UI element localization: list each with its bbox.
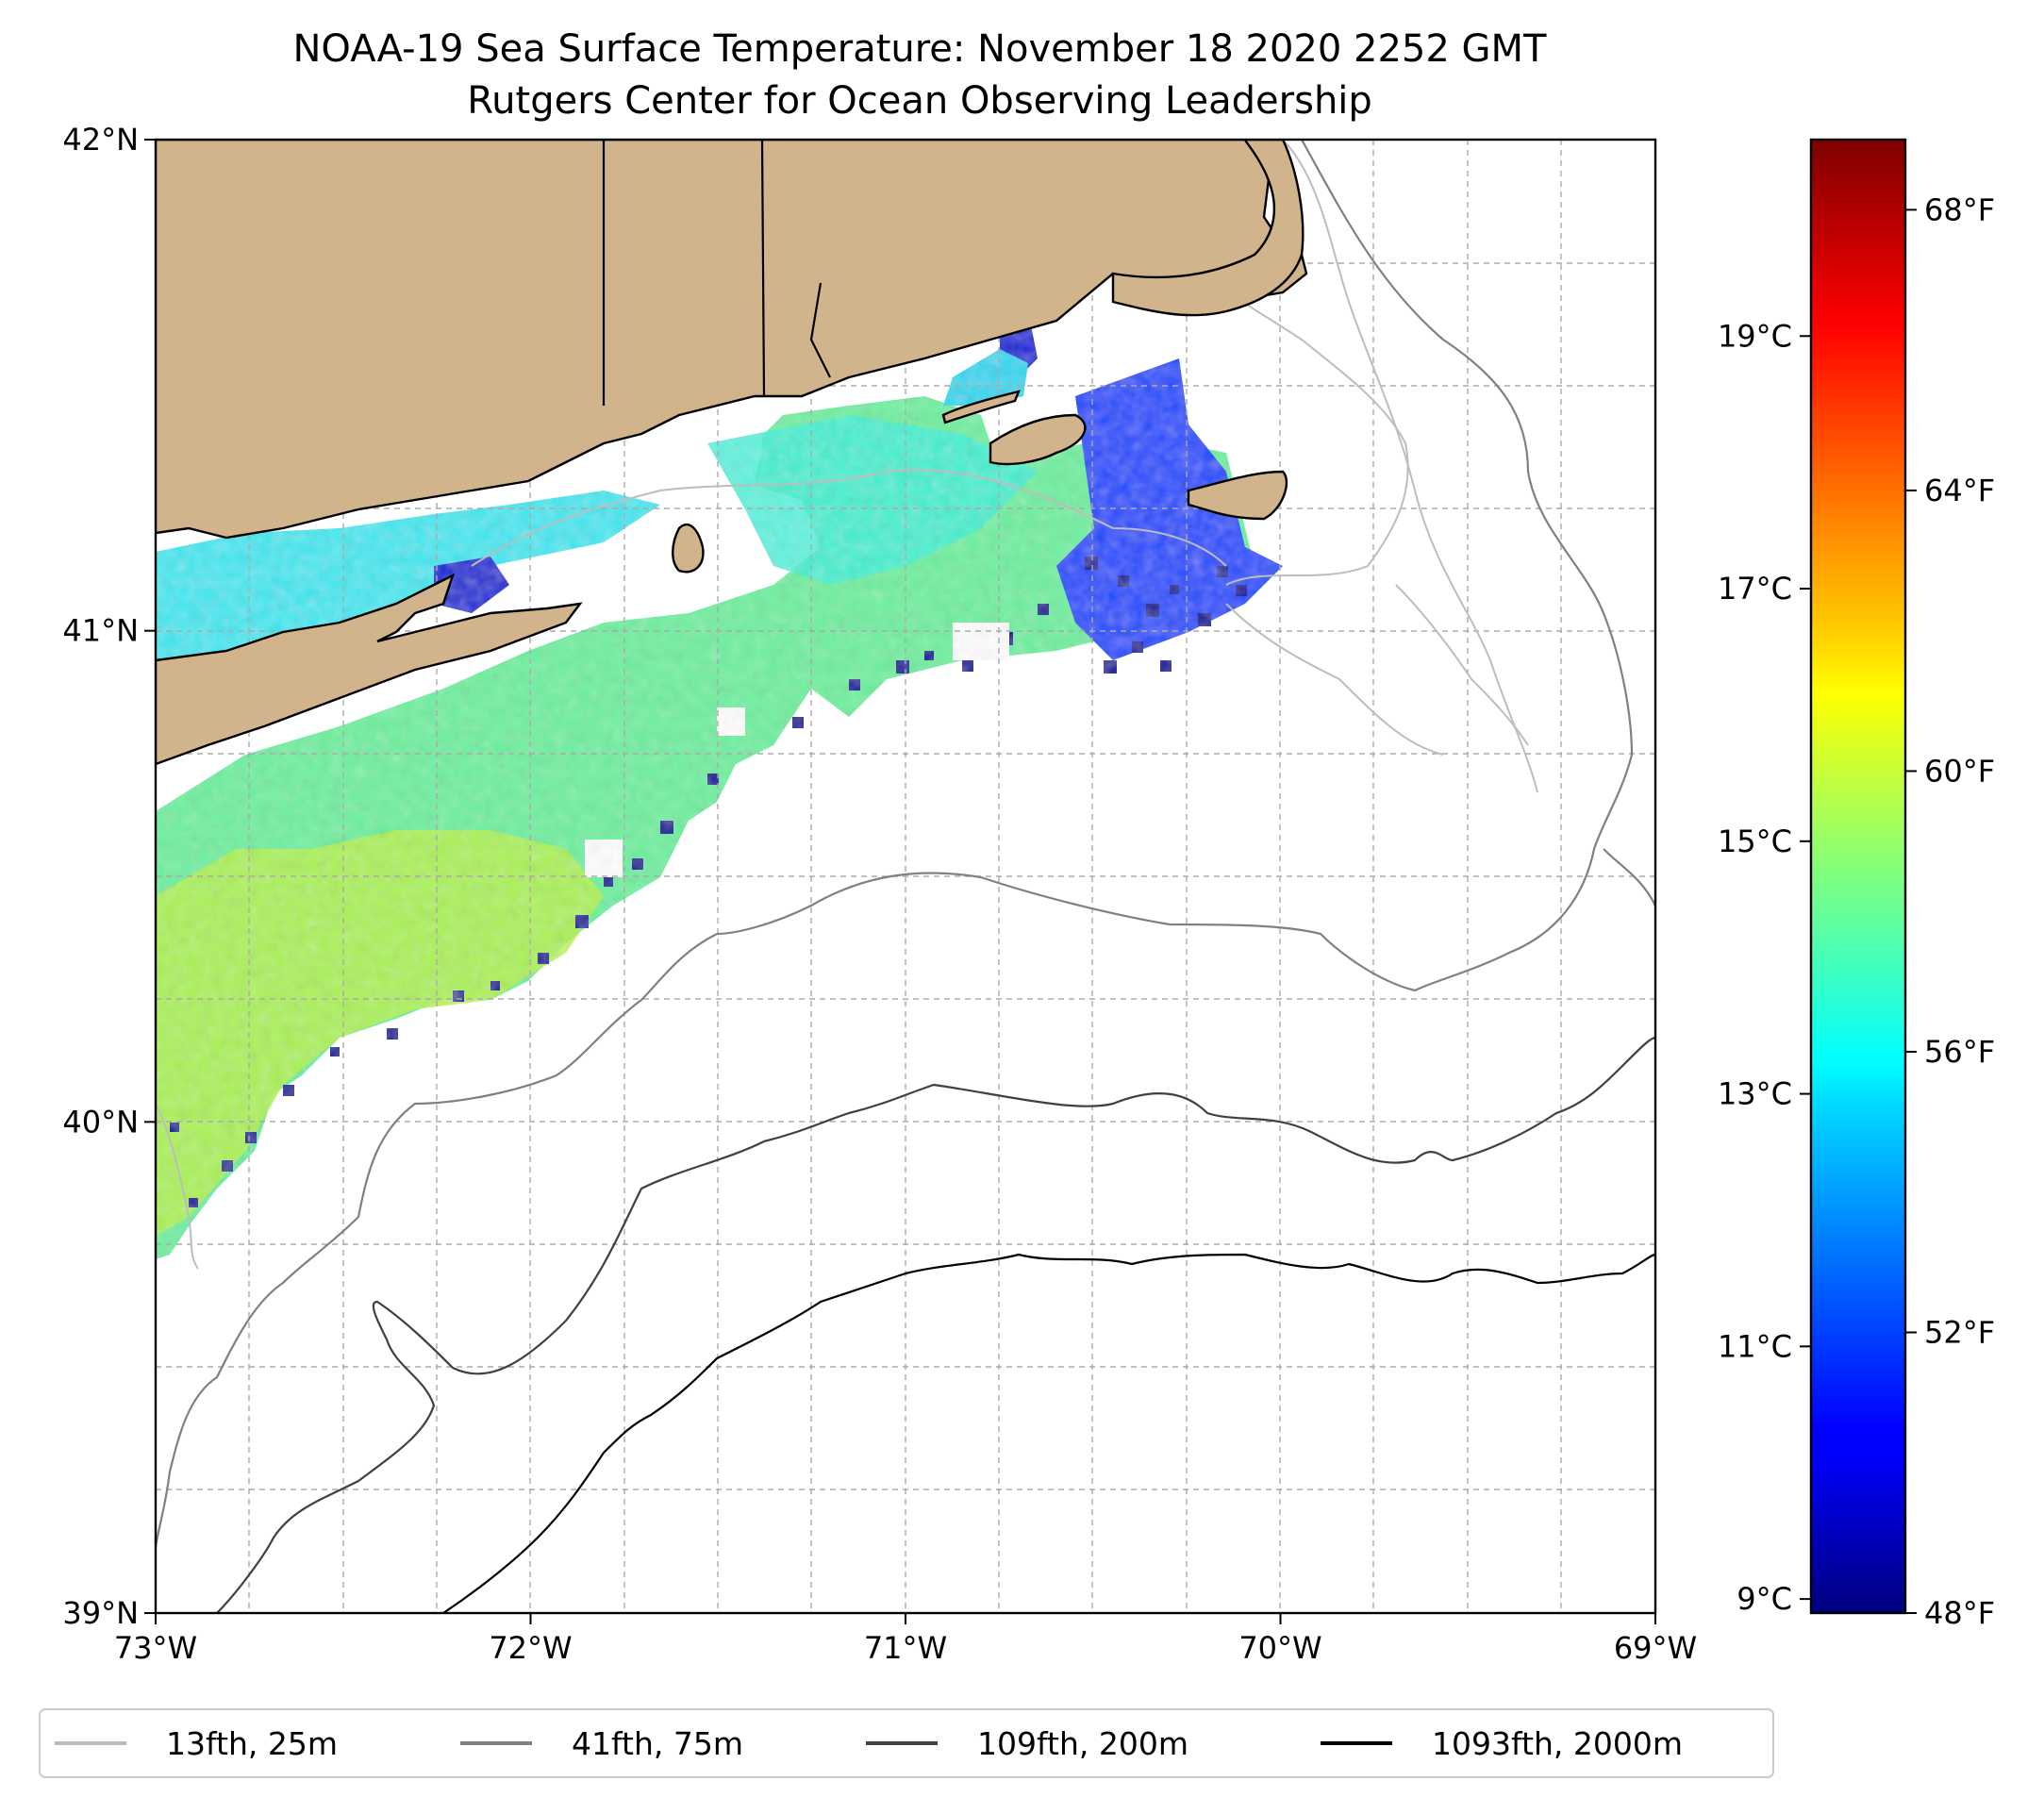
land: [156, 140, 1308, 766]
land-marthas-vineyard: [989, 413, 1087, 466]
land-nantucket: [1187, 470, 1288, 521]
lon-tick-label: 71°W: [864, 1630, 947, 1666]
colorbar-f-tick-label: 64°F: [1924, 473, 1995, 508]
lon-tick-label: 69°W: [1614, 1630, 1697, 1666]
colorbar-f-tick-label: 56°F: [1924, 1034, 1995, 1070]
colorbar-c-tick-label: 11°C: [1718, 1328, 1792, 1364]
colorbar-f-tick-label: 60°F: [1924, 753, 1995, 789]
lat-tick-label: 39°N: [62, 1595, 139, 1631]
lat-tick-label: 41°N: [62, 613, 139, 649]
colorbar-celsius-ticks: 19°C 17°C 15°C 13°C 11°C 9°C: [1718, 318, 1811, 1617]
colorbar: 68°F 64°F 60°F 56°F 52°F 48°F 19°C 17°C 15°C 13°…: [1718, 138, 1995, 1631]
sst-patch-sound-cold: [434, 557, 509, 613]
legend-label: 109fth, 200m: [977, 1725, 1188, 1762]
lon-tick-label: 70°W: [1238, 1630, 1321, 1666]
colorbar-c-tick-label: 9°C: [1737, 1581, 1792, 1617]
colorbar-c-tick-label: 17°C: [1718, 571, 1792, 607]
legend: 13fth, 25m 41fth, 75m 109fth, 200m 1093fth,…: [39, 1708, 1774, 1778]
sst-patch-cool-offshore: [707, 415, 1038, 585]
sst-patch-buzzards: [943, 349, 1028, 406]
land-cape-cod: [1111, 140, 1305, 317]
colorbar-f-tick-label: 68°F: [1924, 191, 1995, 227]
legend-item: 13fth, 25m: [55, 1725, 338, 1762]
state-boundaries: [602, 140, 831, 406]
legend-label: 1093fth, 2000m: [1432, 1725, 1683, 1762]
land-elizabeth-islands: [941, 390, 1021, 424]
colorbar-c-tick-label: 13°C: [1718, 1076, 1792, 1112]
colorbar-fahrenheit-ticks: 68°F 64°F 60°F 56°F 52°F 48°F: [1905, 191, 1995, 1631]
lat-tick-label: 42°N: [62, 122, 139, 158]
contour-75m: [156, 140, 1655, 1548]
latitude-axis: 42°N 41°N 40°N 39°N: [62, 122, 156, 1631]
colorbar-c-tick-label: 19°C: [1718, 318, 1792, 354]
colorbar-f-tick-label: 52°F: [1924, 1314, 1995, 1350]
sst-patch-warm-southwest: [156, 830, 604, 1236]
lon-tick-label: 72°W: [489, 1630, 572, 1666]
legend-label: 13fth, 25m: [166, 1725, 338, 1762]
colorbar-f-tick-label: 48°F: [1924, 1595, 1995, 1631]
lon-tick-label: 73°W: [114, 1630, 197, 1666]
longitude-axis: 73°W 72°W 71°W 70°W 69°W: [114, 1613, 1697, 1666]
land-block-island: [672, 523, 705, 574]
legend-item: 109fth, 200m: [866, 1725, 1188, 1762]
land-long-island: [156, 573, 583, 766]
contour-200m: [216, 1036, 1655, 1613]
sst-patch-shelf-main: [156, 396, 1255, 1259]
contour-2000m: [442, 1253, 1655, 1613]
sst-cloud-gaps: [585, 623, 1009, 877]
map-title: NOAA-19 Sea Surface Temperature: Novembe…: [293, 27, 1548, 71]
map-subtitle: Rutgers Center for Ocean Observing Leade…: [467, 79, 1372, 123]
legend-label: 41fth, 75m: [572, 1725, 743, 1762]
colorbar-c-tick-label: 15°C: [1718, 824, 1792, 859]
map-area: [156, 140, 1655, 1613]
legend-item: 1093fth, 2000m: [1321, 1725, 1683, 1762]
legend-item: 41fth, 75m: [460, 1725, 743, 1762]
colorbar-gradient: [1809, 138, 1907, 1615]
lat-tick-label: 40°N: [62, 1104, 139, 1140]
